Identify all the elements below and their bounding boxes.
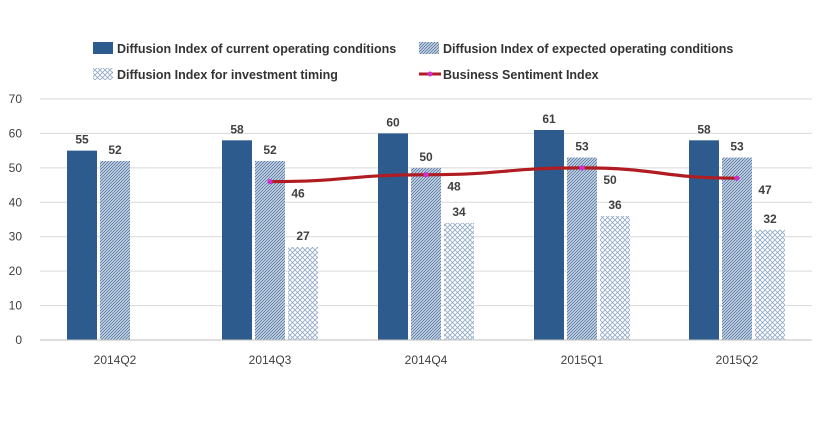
bar-s0-2014Q2 — [67, 150, 97, 340]
bar-s2-2015Q1 — [600, 216, 630, 340]
legend-item-sentiment: Business Sentiment Index — [419, 68, 599, 82]
bar-s1-2014Q3 — [255, 160, 285, 340]
legend-item-expected: Diffusion Index of expected operating co… — [419, 42, 733, 56]
data-label-s0-2014Q4: 60 — [386, 115, 400, 129]
sentiment-point-2014Q4 — [423, 172, 429, 178]
legend-item-investment: Diffusion Index for investment timing — [93, 68, 338, 82]
data-label-s0-2015Q2: 58 — [697, 122, 711, 136]
bar-s2-2014Q4 — [444, 222, 474, 340]
legend-swatch-expected — [419, 42, 439, 54]
data-label-s1-2015Q2: 53 — [730, 140, 744, 154]
data-label-s1-2014Q2: 52 — [108, 143, 122, 157]
bars — [67, 129, 785, 340]
sentiment-label-2014Q4: 48 — [447, 180, 461, 194]
legend-marker-sentiment — [427, 71, 433, 77]
sentiment-point-2015Q1 — [579, 165, 585, 171]
data-labels: 55 58 60 61 58 52 52 50 53 53 27 34 36 32 46 48 50 47 — [75, 112, 777, 243]
x-axis: 2014Q2 2014Q3 2014Q4 2015Q1 2015Q2 — [40, 339, 812, 367]
data-label-s1-2014Q4: 50 — [419, 150, 433, 164]
y-tick-label-20: 20 — [9, 264, 23, 278]
sentiment-line-layer — [267, 165, 740, 185]
data-label-s2-2014Q3: 27 — [296, 229, 310, 243]
sentiment-label-2014Q3: 46 — [291, 187, 305, 201]
y-tick-label-60: 60 — [9, 126, 23, 140]
legend-label-expected: Diffusion Index of expected operating co… — [443, 42, 733, 56]
data-label-s0-2014Q3: 58 — [230, 122, 244, 136]
x-tick-label-2015Q1: 2015Q1 — [561, 353, 604, 367]
x-tick-label-2015Q2: 2015Q2 — [716, 353, 759, 367]
data-label-s1-2015Q1: 53 — [575, 140, 589, 154]
bar-s1-2014Q4 — [411, 167, 441, 340]
data-label-s0-2015Q1: 61 — [542, 112, 556, 126]
bar-s0-2014Q4 — [378, 133, 408, 340]
y-axis: 0 10 20 30 40 50 60 70 — [9, 92, 23, 347]
data-label-s0-2014Q2: 55 — [75, 133, 89, 147]
sentiment-line — [268, 166, 739, 184]
bar-s0-2015Q2 — [689, 140, 719, 340]
sentiment-point-2015Q2 — [734, 175, 740, 181]
x-tick-label-2014Q2: 2014Q2 — [94, 353, 137, 367]
data-label-s2-2015Q2: 32 — [763, 212, 777, 226]
data-label-s2-2015Q1: 36 — [608, 198, 622, 212]
bar-s0-2015Q1 — [534, 129, 564, 340]
y-tick-label-10: 10 — [9, 299, 23, 313]
x-tick-label-2014Q4: 2014Q4 — [405, 353, 448, 367]
data-label-s1-2014Q3: 52 — [263, 143, 277, 157]
y-tick-label-30: 30 — [9, 230, 23, 244]
sentiment-label-2015Q1: 50 — [603, 173, 617, 187]
legend-label-sentiment: Business Sentiment Index — [443, 68, 599, 82]
bar-s2-2014Q3 — [288, 247, 318, 340]
legend-swatch-investment — [93, 68, 113, 80]
y-tick-label-70: 70 — [9, 92, 23, 106]
bar-s1-2015Q2 — [722, 157, 752, 340]
sentiment-label-2015Q2: 47 — [758, 183, 772, 197]
x-tick-label-2014Q3: 2014Q3 — [249, 353, 292, 367]
bar-s2-2015Q2 — [755, 229, 785, 340]
legend: Diffusion Index of current operating con… — [93, 42, 733, 82]
bar-s0-2014Q3 — [222, 140, 252, 340]
bar-s1-2014Q2 — [100, 160, 130, 340]
data-label-s2-2014Q4: 34 — [452, 205, 466, 219]
sentiment-point-2014Q3 — [267, 179, 273, 185]
legend-swatch-current — [93, 42, 113, 54]
legend-item-current: Diffusion Index of current operating con… — [93, 42, 396, 56]
y-tick-label-40: 40 — [9, 195, 23, 209]
bar-s1-2015Q1 — [567, 157, 597, 340]
y-tick-label-0: 0 — [15, 333, 22, 347]
y-tick-label-50: 50 — [9, 161, 23, 175]
legend-label-investment: Diffusion Index for investment timing — [117, 68, 338, 82]
legend-label-current: Diffusion Index of current operating con… — [117, 42, 396, 56]
